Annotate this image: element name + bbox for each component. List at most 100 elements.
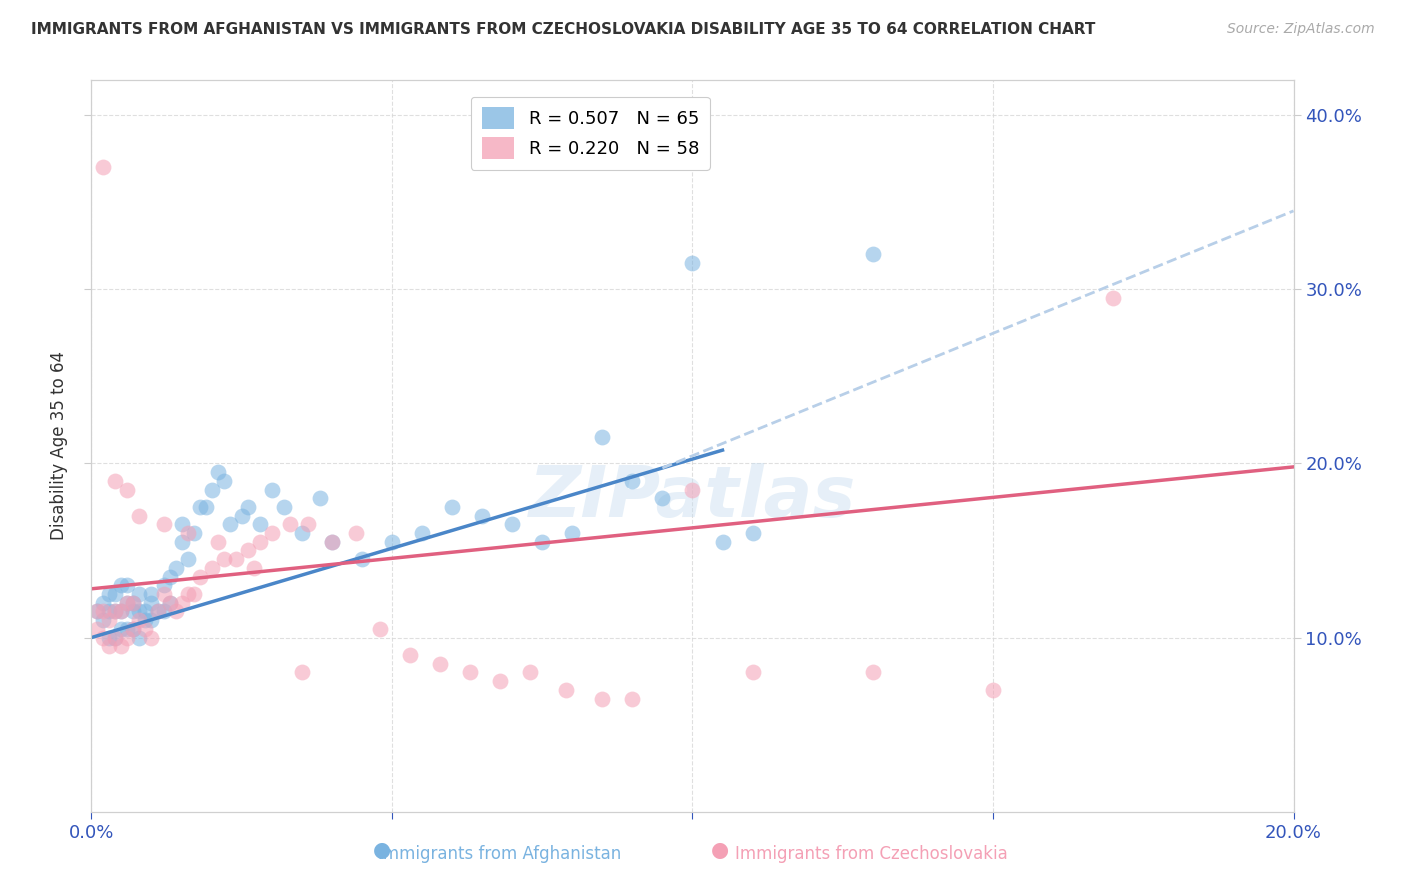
Point [141,631,163,645]
Point [176,552,198,566]
Point [531,534,554,549]
Point [399,648,422,662]
Point [152,604,174,618]
Point [134,613,156,627]
Point [242,561,264,575]
Point [98,587,121,601]
Point [368,622,391,636]
Point [176,526,198,541]
Point [218,517,240,532]
Point [134,604,156,618]
Point [104,604,127,618]
Point [128,613,150,627]
Point [188,569,211,583]
Point [117,483,139,497]
Point [98,640,121,654]
Point [489,674,512,689]
Point [152,587,174,601]
Point [291,665,314,680]
Point [862,247,884,261]
Point [104,631,127,645]
Point [93,613,115,627]
Point [176,587,198,601]
Point [501,517,523,532]
Point [110,622,132,636]
Point [134,622,156,636]
Point [561,526,583,541]
Point [117,578,139,592]
Point [519,665,541,680]
Point [110,604,132,618]
Point [555,682,578,697]
Point [117,596,139,610]
Point [194,500,217,514]
Point [122,604,145,618]
Point [321,534,343,549]
Point [93,161,115,175]
Y-axis label: Disability Age 35 to 64: Disability Age 35 to 64 [51,351,69,541]
Point [165,561,187,575]
Point [141,596,163,610]
Point [86,622,108,636]
Point [86,604,108,618]
Point [141,613,163,627]
Point [1102,291,1125,305]
Point [188,500,211,514]
Point [104,631,127,645]
Point [212,474,235,488]
Point [862,665,884,680]
Point [104,587,127,601]
Point [429,657,451,671]
Point [344,526,367,541]
Point [711,534,734,549]
Point [141,587,163,601]
Point [458,665,481,680]
Point [170,534,193,549]
Point [117,631,139,645]
Point [681,483,703,497]
Point [321,534,343,549]
Point [212,552,235,566]
Point [128,587,150,601]
Point [249,534,271,549]
Point [681,256,703,270]
Point [86,604,108,618]
Point [591,691,613,706]
Point [93,596,115,610]
Point [183,526,205,541]
Point [231,508,253,523]
Point [207,465,229,479]
Point [207,534,229,549]
Point [350,552,373,566]
Point [225,552,247,566]
Text: ZIPatlas: ZIPatlas [529,463,856,532]
Point [260,526,283,541]
Point [122,596,145,610]
Point [122,596,145,610]
Point [183,587,205,601]
Point [236,543,259,558]
Text: Source: ZipAtlas.com: Source: ZipAtlas.com [1227,22,1375,37]
Point [308,491,330,506]
Point [170,517,193,532]
Point [651,491,673,506]
Point [128,631,150,645]
Point [165,604,187,618]
Point [110,604,132,618]
Point [146,604,169,618]
Point [117,596,139,610]
Point [122,622,145,636]
Point [201,483,224,497]
Text: ●: ● [374,840,391,860]
Point [170,596,193,610]
Point [440,500,463,514]
Legend: R = 0.507   N = 65, R = 0.220   N = 58: R = 0.507 N = 65, R = 0.220 N = 58 [471,96,710,169]
Point [93,631,115,645]
Point [249,517,271,532]
Point [159,596,181,610]
Point [621,691,644,706]
Point [159,596,181,610]
Point [159,569,181,583]
Text: IMMIGRANTS FROM AFGHANISTAN VS IMMIGRANTS FROM CZECHOSLOVAKIA DISABILITY AGE 35 : IMMIGRANTS FROM AFGHANISTAN VS IMMIGRANT… [31,22,1095,37]
Point [411,526,433,541]
